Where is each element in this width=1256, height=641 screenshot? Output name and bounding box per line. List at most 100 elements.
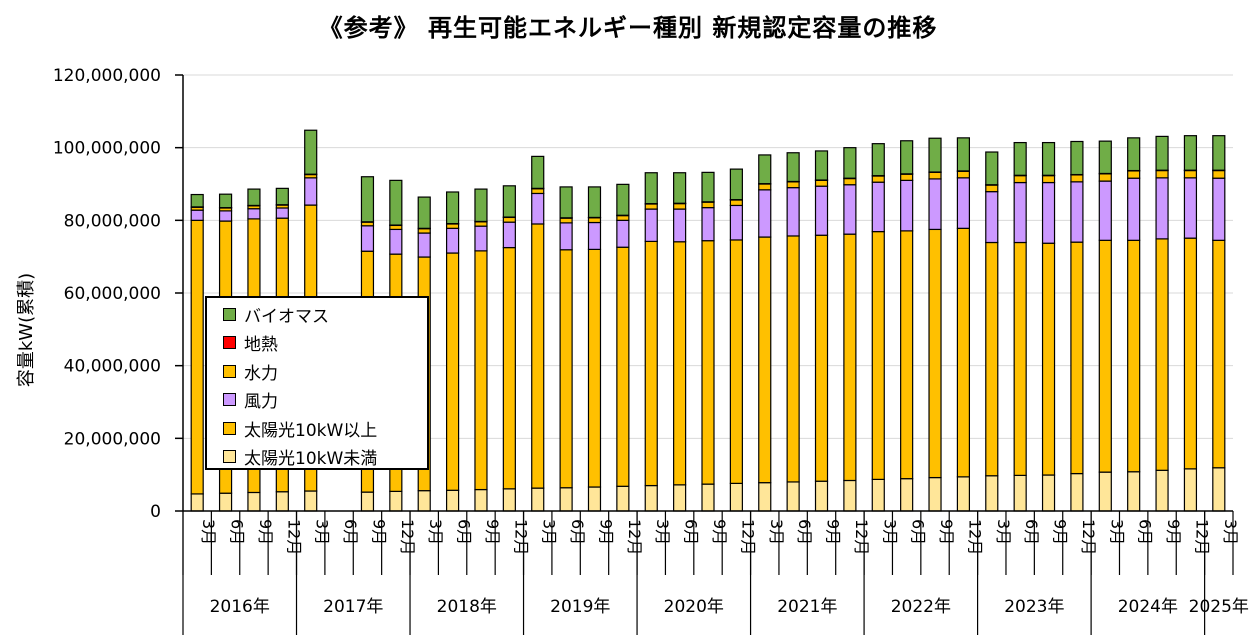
bar-segment-2 bbox=[389, 228, 403, 255]
x-tick-label: 3月 bbox=[1221, 519, 1240, 545]
bar-segment-0 bbox=[644, 484, 658, 512]
bar-segment-1 bbox=[1212, 239, 1226, 469]
bar-segment-3 bbox=[474, 221, 488, 227]
legend-item: 太陽光10kW未満 bbox=[213, 443, 421, 472]
year-label: 2016年 bbox=[210, 597, 270, 617]
bar-segment-5 bbox=[1041, 141, 1056, 176]
bar-segment-0 bbox=[786, 481, 800, 512]
y-tick-label: 80,000,000 bbox=[64, 211, 161, 231]
bar-segment-5 bbox=[1212, 135, 1226, 171]
legend-label: 太陽光10kW未満 bbox=[244, 449, 378, 470]
bar-segment-2 bbox=[360, 225, 375, 252]
bar-segment-3 bbox=[1127, 170, 1141, 179]
bar-segment-1 bbox=[1155, 238, 1169, 471]
bar-segment-0 bbox=[474, 488, 488, 512]
bar-segment-0 bbox=[587, 486, 602, 512]
bar-segment-0 bbox=[900, 478, 914, 512]
bar-segment-2 bbox=[1070, 181, 1084, 243]
bar-segment-2 bbox=[247, 208, 261, 220]
year-label: 2022年 bbox=[891, 597, 951, 617]
year-label: 2019年 bbox=[550, 597, 610, 617]
bar-segment-2 bbox=[701, 207, 715, 242]
bar-segment-2 bbox=[1183, 177, 1198, 239]
bar-segment-5 bbox=[673, 172, 687, 204]
bar-segment-5 bbox=[247, 188, 261, 207]
bar-segment-2 bbox=[275, 207, 289, 219]
bar-segment-3 bbox=[1183, 169, 1198, 179]
bar-segment-0 bbox=[729, 482, 743, 512]
legend-swatch bbox=[223, 450, 236, 464]
year-label: 2018年 bbox=[437, 597, 497, 617]
x-tick-label: 6月 bbox=[568, 519, 587, 545]
bar-segment-2 bbox=[786, 187, 800, 237]
bar-segment-0 bbox=[985, 475, 999, 512]
bar-segment-3 bbox=[758, 183, 772, 191]
bar-segment-3 bbox=[644, 203, 658, 210]
bar-segment-5 bbox=[502, 185, 516, 218]
legend-label: 太陽光10kW以上 bbox=[244, 420, 378, 441]
bar-segment-0 bbox=[218, 492, 233, 512]
bar-segment-3 bbox=[900, 173, 914, 181]
x-tick-label: 12月 bbox=[1192, 519, 1211, 555]
year-label: 2021年 bbox=[777, 597, 837, 617]
bar-segment-0 bbox=[1013, 474, 1027, 512]
bar-segment-0 bbox=[531, 487, 545, 512]
legend-item: 地熱 bbox=[213, 329, 421, 358]
bar-segment-3 bbox=[1013, 175, 1027, 184]
x-tick-label: 6月 bbox=[682, 519, 701, 545]
bar-segment-2 bbox=[1041, 181, 1056, 244]
x-tick-label: 6月 bbox=[909, 519, 928, 545]
bar-segment-0 bbox=[1041, 474, 1056, 512]
bar-segment-2 bbox=[985, 191, 999, 244]
bar-segment-5 bbox=[474, 188, 488, 223]
bar-segment-0 bbox=[956, 476, 971, 512]
bar-segment-3 bbox=[956, 170, 971, 179]
x-tick-label: 9月 bbox=[710, 519, 729, 545]
bar-segment-5 bbox=[1098, 140, 1112, 175]
bar-segment-1 bbox=[985, 241, 999, 477]
bar-segment-2 bbox=[928, 178, 942, 231]
bar-segment-0 bbox=[1155, 469, 1169, 512]
bar-segment-0 bbox=[304, 490, 318, 512]
bar-segment-2 bbox=[956, 177, 971, 229]
x-tick-label: 3月 bbox=[994, 519, 1013, 545]
bar-segment-3 bbox=[616, 215, 630, 221]
year-label: 2024年 bbox=[1118, 597, 1178, 617]
bar-segment-2 bbox=[814, 185, 829, 236]
bar-segment-1 bbox=[900, 230, 914, 480]
bar-segment-0 bbox=[1070, 472, 1084, 512]
x-tick-label: 6月 bbox=[795, 519, 814, 545]
bar-segment-5 bbox=[389, 179, 403, 226]
bar-segment-2 bbox=[474, 225, 488, 252]
bar-segment-0 bbox=[247, 491, 261, 512]
legend-swatch bbox=[223, 421, 236, 435]
bar-segment-5 bbox=[616, 183, 630, 216]
legend-label: バイオマス bbox=[244, 306, 329, 327]
bar-segment-2 bbox=[673, 208, 687, 243]
bar-segment-0 bbox=[360, 491, 375, 512]
y-tick-label: 20,000,000 bbox=[64, 429, 161, 449]
bar-segment-5 bbox=[1155, 135, 1169, 171]
legend-label: 地熱 bbox=[244, 335, 278, 356]
x-tick-label: 6月 bbox=[1022, 519, 1041, 545]
y-tick-label: 60,000,000 bbox=[64, 284, 161, 304]
bar-segment-1 bbox=[445, 252, 460, 491]
year-label: 2025年 bbox=[1189, 597, 1249, 617]
bar-segment-2 bbox=[729, 204, 743, 241]
bar-segment-1 bbox=[1183, 237, 1198, 470]
bar-segment-2 bbox=[871, 181, 885, 233]
bar-segment-0 bbox=[275, 491, 289, 512]
year-label: 2017年 bbox=[323, 597, 383, 617]
bar-segment-5 bbox=[190, 193, 204, 208]
bar-segment-2 bbox=[304, 177, 318, 206]
x-tick-label: 6月 bbox=[1136, 519, 1155, 545]
bar-segment-1 bbox=[559, 249, 573, 489]
legend-swatch bbox=[223, 393, 236, 407]
x-tick-label: 9月 bbox=[256, 519, 275, 545]
x-tick-label: 3月 bbox=[653, 519, 672, 545]
x-tick-label: 12月 bbox=[511, 519, 530, 555]
bar-segment-1 bbox=[1098, 239, 1112, 473]
bar-segment-3 bbox=[1098, 173, 1112, 182]
bar-segment-0 bbox=[701, 483, 715, 512]
